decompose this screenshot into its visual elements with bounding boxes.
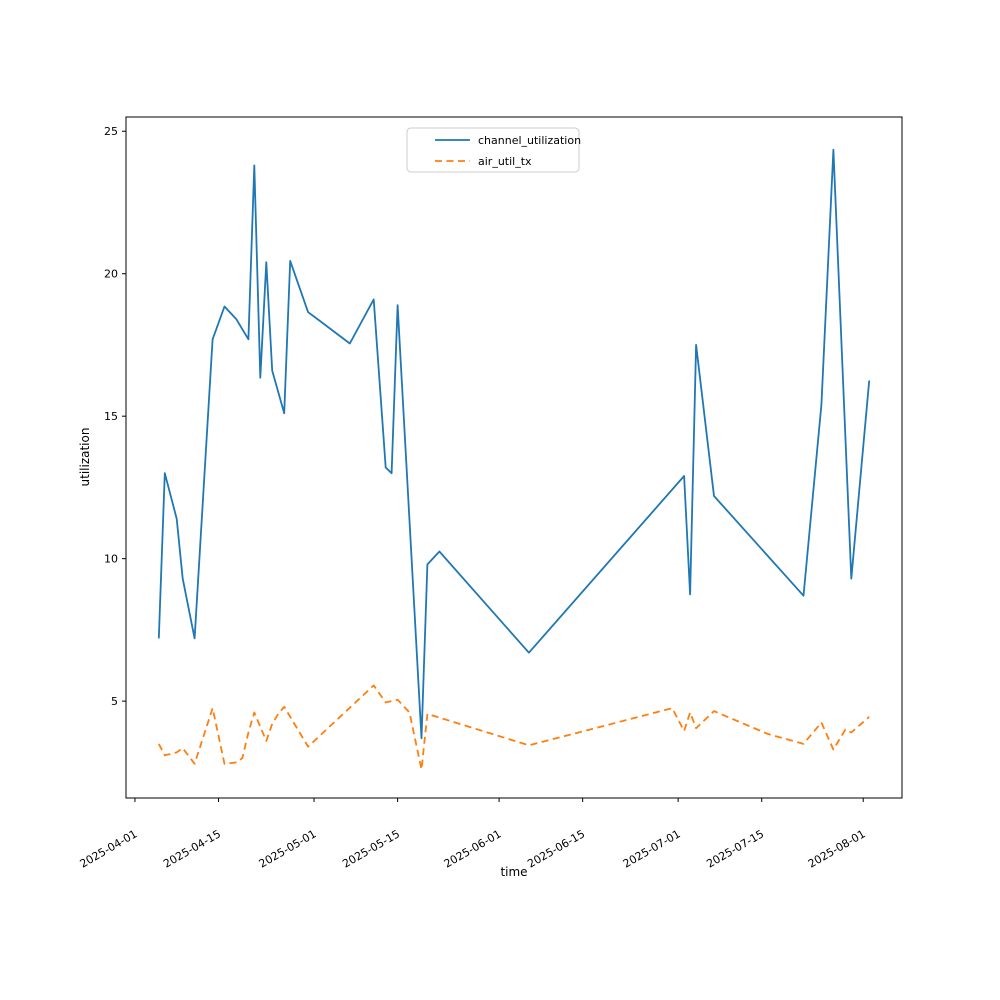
y-tick-label: 5 [111, 695, 118, 708]
y-tick-label: 15 [104, 410, 118, 423]
y-axis-label: utilization [78, 428, 92, 487]
x-tick-label: 2025-04-15 [161, 827, 223, 870]
series-line-air_util_tx [158, 684, 870, 771]
legend-label-air-util-tx: air_util_tx [478, 155, 532, 168]
x-tick-label: 2025-05-01 [257, 827, 319, 870]
x-tick-label: 2025-07-01 [621, 827, 683, 870]
x-axis-label: time [500, 865, 527, 879]
x-tick-label: 2025-06-01 [442, 827, 504, 870]
series-line-channel_utilization [157, 148, 871, 740]
plot-border [125, 116, 903, 799]
x-tick-label: 2025-07-15 [704, 827, 766, 870]
legend: channel_utilization air_util_tx [406, 127, 581, 173]
y-tick-label: 25 [104, 125, 118, 138]
y-tick-label: 20 [104, 268, 118, 281]
y-tick-label: 10 [104, 553, 118, 566]
x-tick-label: 2025-04-01 [78, 827, 140, 870]
x-tick-label: 2025-08-01 [806, 827, 868, 870]
plot-area: 2025-04-01 2025-04-15 2025-05-01 2025-05-15… [78, 116, 903, 871]
legend-label-channel-utilization: channel_utilization [478, 134, 581, 147]
x-tick-label: 2025-06-15 [525, 827, 587, 870]
x-tick-label: 2025-05-15 [340, 827, 402, 870]
